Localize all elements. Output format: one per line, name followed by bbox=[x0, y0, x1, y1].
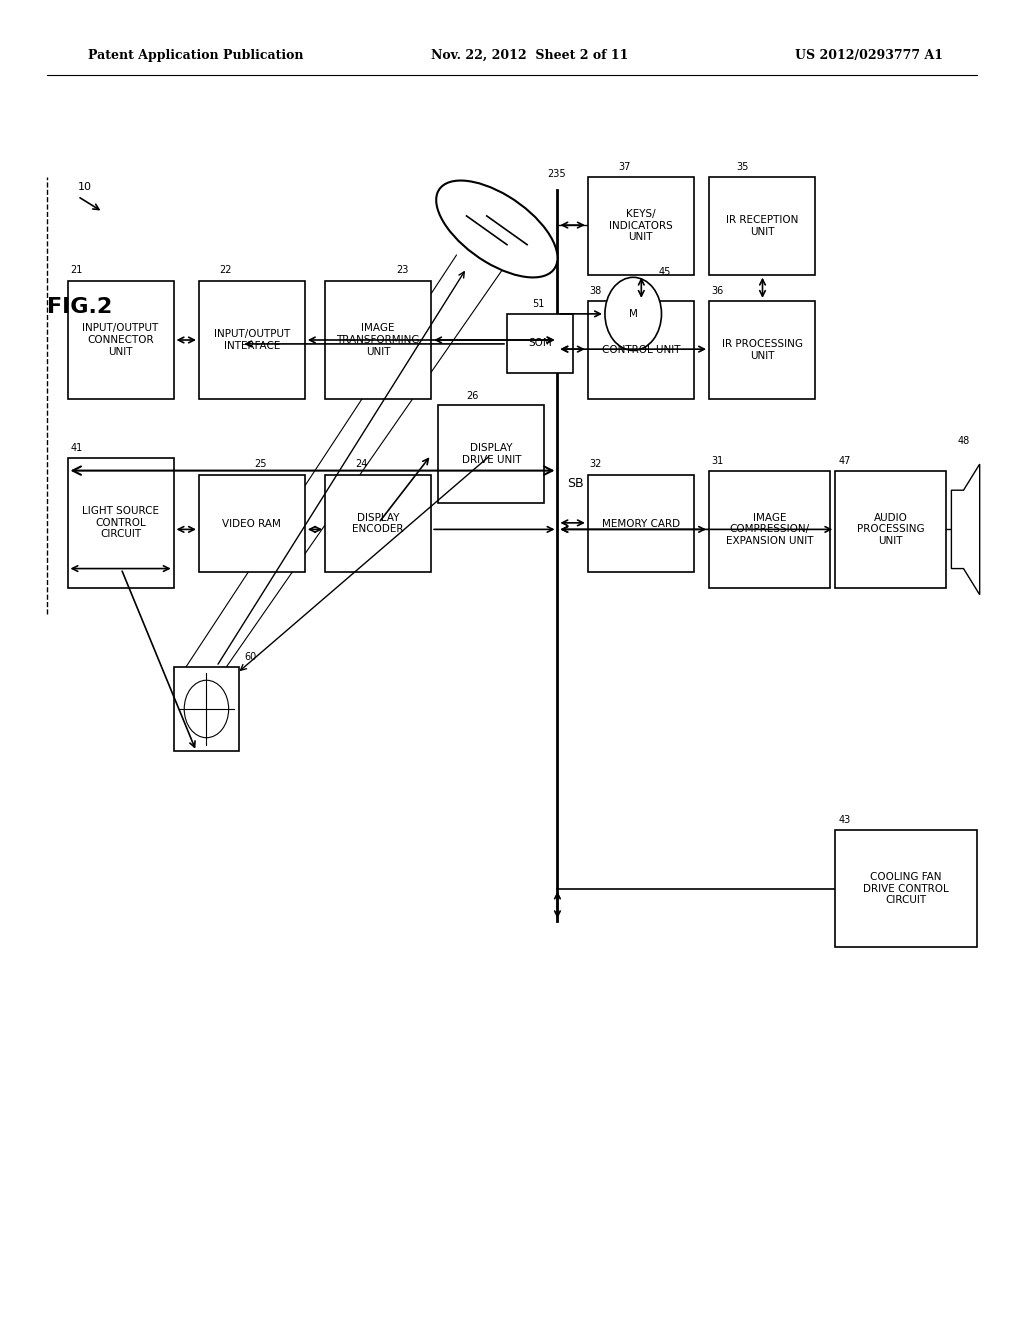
FancyBboxPatch shape bbox=[836, 471, 946, 589]
Text: 26: 26 bbox=[467, 391, 479, 401]
Text: M: M bbox=[629, 309, 638, 319]
Text: IR PROCESSING
UNIT: IR PROCESSING UNIT bbox=[722, 339, 803, 360]
FancyBboxPatch shape bbox=[588, 474, 694, 573]
Text: 38: 38 bbox=[590, 286, 602, 296]
Text: Nov. 22, 2012  Sheet 2 of 11: Nov. 22, 2012 Sheet 2 of 11 bbox=[431, 49, 629, 62]
Text: 32: 32 bbox=[590, 458, 602, 469]
Text: DISPLAY
ENCODER: DISPLAY ENCODER bbox=[352, 512, 403, 535]
FancyBboxPatch shape bbox=[709, 301, 815, 399]
Text: 23: 23 bbox=[396, 265, 409, 276]
FancyBboxPatch shape bbox=[588, 177, 694, 275]
Text: 48: 48 bbox=[957, 437, 970, 446]
Text: 43: 43 bbox=[839, 816, 851, 825]
Text: SOM: SOM bbox=[528, 338, 552, 348]
FancyBboxPatch shape bbox=[588, 301, 694, 399]
Text: 235: 235 bbox=[548, 169, 566, 178]
FancyBboxPatch shape bbox=[199, 281, 305, 399]
Ellipse shape bbox=[436, 181, 557, 277]
Text: US 2012/0293777 A1: US 2012/0293777 A1 bbox=[795, 49, 943, 62]
Text: 21: 21 bbox=[71, 265, 83, 276]
Text: 36: 36 bbox=[711, 286, 723, 296]
Text: KEYS/
INDICATORS
UNIT: KEYS/ INDICATORS UNIT bbox=[609, 209, 673, 243]
Text: SB: SB bbox=[567, 477, 584, 490]
Text: 60: 60 bbox=[245, 652, 257, 663]
FancyBboxPatch shape bbox=[438, 405, 545, 503]
FancyBboxPatch shape bbox=[68, 458, 174, 589]
Polygon shape bbox=[951, 465, 980, 595]
FancyBboxPatch shape bbox=[326, 281, 431, 399]
Text: 25: 25 bbox=[254, 458, 267, 469]
Text: IMAGE
TRANSFORMING
UNIT: IMAGE TRANSFORMING UNIT bbox=[337, 323, 420, 356]
Text: Patent Application Publication: Patent Application Publication bbox=[88, 49, 303, 62]
Text: 24: 24 bbox=[355, 458, 368, 469]
Text: VIDEO RAM: VIDEO RAM bbox=[222, 519, 282, 528]
FancyBboxPatch shape bbox=[836, 830, 977, 948]
Text: 47: 47 bbox=[839, 457, 851, 466]
Text: 31: 31 bbox=[711, 457, 723, 466]
Text: 41: 41 bbox=[71, 444, 83, 453]
Text: INPUT/OUTPUT
CONNECTOR
UNIT: INPUT/OUTPUT CONNECTOR UNIT bbox=[83, 323, 159, 356]
Text: 10: 10 bbox=[78, 182, 92, 191]
FancyBboxPatch shape bbox=[326, 474, 431, 573]
Text: 37: 37 bbox=[618, 162, 631, 172]
Text: DISPLAY
DRIVE UNIT: DISPLAY DRIVE UNIT bbox=[462, 444, 521, 465]
Text: 45: 45 bbox=[658, 267, 671, 277]
Text: 51: 51 bbox=[532, 300, 545, 309]
Text: AUDIO
PROCESSING
UNIT: AUDIO PROCESSING UNIT bbox=[857, 512, 925, 546]
FancyBboxPatch shape bbox=[709, 471, 830, 589]
Text: COOLING FAN
DRIVE CONTROL
CIRCUIT: COOLING FAN DRIVE CONTROL CIRCUIT bbox=[863, 873, 949, 906]
FancyBboxPatch shape bbox=[68, 281, 174, 399]
FancyBboxPatch shape bbox=[709, 177, 815, 275]
Text: IMAGE
COMPRESSION/
EXPANSION UNIT: IMAGE COMPRESSION/ EXPANSION UNIT bbox=[726, 512, 813, 546]
Text: CONTROL UNIT: CONTROL UNIT bbox=[601, 345, 680, 355]
Text: INPUT/OUTPUT
INTERFACE: INPUT/OUTPUT INTERFACE bbox=[214, 329, 290, 351]
FancyBboxPatch shape bbox=[507, 314, 572, 372]
Text: 35: 35 bbox=[736, 162, 749, 172]
FancyBboxPatch shape bbox=[199, 474, 305, 573]
Text: 22: 22 bbox=[219, 265, 231, 276]
Text: FIG.2: FIG.2 bbox=[47, 297, 113, 317]
Text: MEMORY CARD: MEMORY CARD bbox=[602, 519, 680, 528]
Circle shape bbox=[605, 277, 662, 350]
Text: LIGHT SOURCE
CONTROL
CIRCUIT: LIGHT SOURCE CONTROL CIRCUIT bbox=[82, 507, 159, 540]
Bar bbox=[174, 667, 240, 751]
Text: IR RECEPTION
UNIT: IR RECEPTION UNIT bbox=[726, 215, 798, 236]
